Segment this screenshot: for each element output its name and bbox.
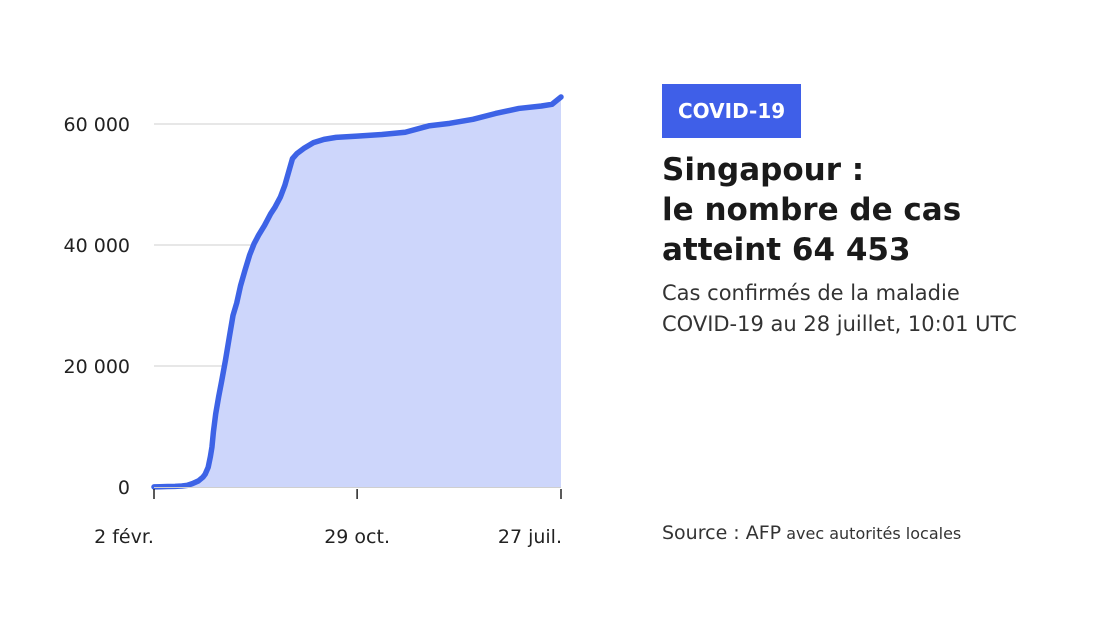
source-main: Source : AFP — [662, 522, 782, 544]
subtitle-line-1: Cas confirmés de la maladie — [662, 281, 960, 305]
chart-title: Singapour : le nombre de cas atteint 64 … — [662, 150, 1082, 270]
series-line — [151, 94, 564, 490]
subtitle-line-2: COVID-19 au 28 juillet, 10:01 UTC — [662, 312, 1017, 336]
y-tick-label-0: 0 — [118, 477, 130, 499]
cases-area-chart: 0 20 000 40 000 60 000 2 févr. 29 oct. 27 jui… — [64, 94, 564, 548]
title-line-2: le nombre de cas — [662, 192, 962, 228]
x-tick-label-2: 27 juil. — [498, 526, 562, 548]
y-tick-label-2: 40 000 — [64, 235, 130, 257]
series-area — [154, 97, 561, 487]
x-tick-label-1: 29 oct. — [324, 526, 390, 548]
chart-area: 0 20 000 40 000 60 000 2 févr. 29 oct. 27 jui… — [64, 94, 564, 548]
y-tick-label-1: 20 000 — [64, 356, 130, 378]
area-fill-layer — [154, 97, 561, 487]
y-tick-label-3: 60 000 — [64, 114, 130, 136]
info-panel: COVID-19 Singapour : le nombre de cas at… — [662, 84, 1082, 340]
title-line-1: Singapour : — [662, 152, 865, 188]
series-line-layer — [151, 94, 564, 490]
x-axis-tick-labels: 2 févr. 29 oct. 27 juil. — [94, 526, 562, 548]
chart-subtitle: Cas confirmés de la maladie COVID-19 au … — [662, 278, 1082, 340]
y-axis-tick-labels: 0 20 000 40 000 60 000 — [64, 114, 130, 499]
topic-badge: COVID-19 — [662, 84, 802, 138]
x-tick-label-0: 2 févr. — [94, 526, 154, 548]
x-axis — [153, 487, 562, 499]
source-detail: avec autorités locales — [786, 524, 962, 543]
source-credit: Source : AFP avec autorités locales — [662, 522, 961, 544]
title-line-3: atteint 64 453 — [662, 232, 911, 268]
